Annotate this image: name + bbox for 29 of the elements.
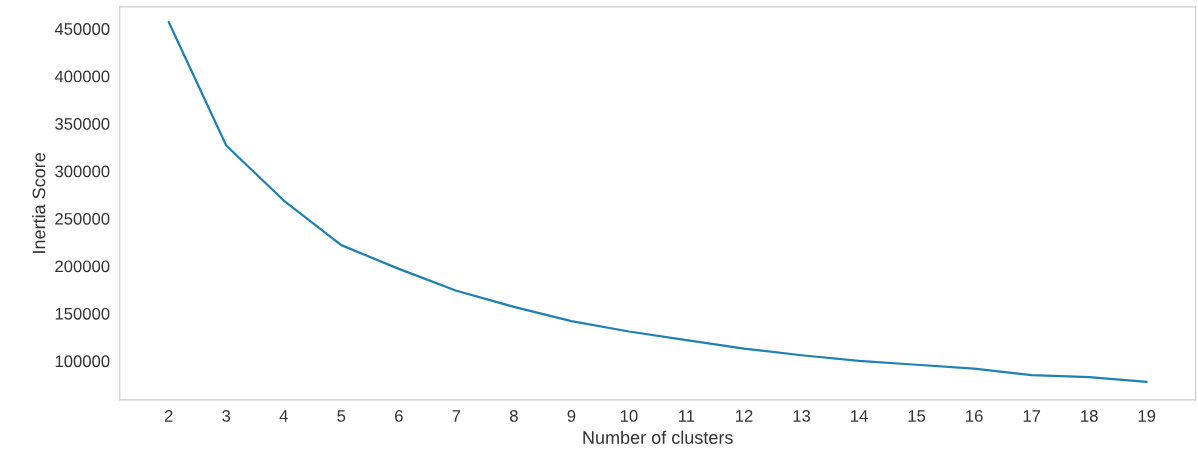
x-tick-label: 2 bbox=[164, 410, 173, 422]
x-tick-label: 8 bbox=[509, 410, 518, 422]
y-tick-label: 150000 bbox=[55, 307, 110, 320]
y-tick-label: 250000 bbox=[55, 212, 110, 225]
y-axis-title: Inertia Score bbox=[32, 152, 46, 253]
x-tick-label: 11 bbox=[679, 410, 695, 422]
x-tick-label: 18 bbox=[1081, 410, 1098, 422]
x-tick-label: 15 bbox=[908, 410, 926, 422]
x-tick-label: 17 bbox=[1023, 410, 1041, 422]
x-tick-label: 10 bbox=[620, 410, 638, 422]
x-tick-label: 5 bbox=[337, 410, 346, 422]
x-tick-label: 13 bbox=[793, 410, 811, 422]
y-tick-label: 300000 bbox=[55, 165, 110, 178]
x-tick-label: 4 bbox=[279, 410, 288, 422]
x-tick-label: 6 bbox=[395, 410, 403, 422]
x-tick-label: 14 bbox=[851, 410, 868, 422]
y-tick-label: 400000 bbox=[54, 70, 110, 83]
x-tick-label: 7 bbox=[452, 410, 461, 422]
x-tick-label: 16 bbox=[966, 410, 983, 422]
y-tick-label: 350000 bbox=[55, 118, 110, 130]
y-tick-label: 450000 bbox=[54, 23, 110, 35]
x-axis-title: Number of clusters bbox=[583, 430, 733, 444]
line-series bbox=[167, 20, 1148, 383]
y-tick-label: 200000 bbox=[55, 260, 110, 273]
y-tick-label: 100000 bbox=[55, 355, 110, 368]
x-tick-label: 19 bbox=[1138, 410, 1156, 422]
x-tick-label: 12 bbox=[736, 410, 753, 422]
x-tick-label: 9 bbox=[567, 410, 576, 422]
x-tick-label: 3 bbox=[222, 410, 231, 422]
